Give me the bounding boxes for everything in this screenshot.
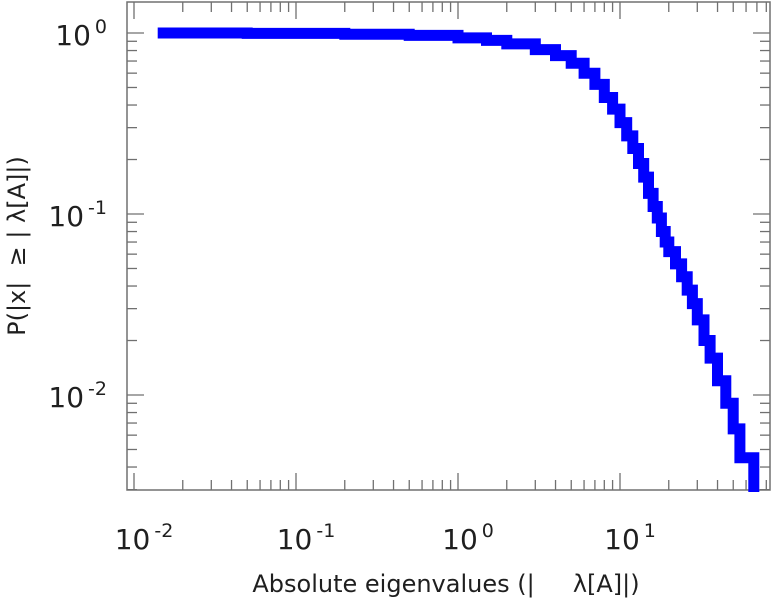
y-tick-label: 10 -2: [48, 378, 107, 414]
x-tick-label: 10 1: [604, 520, 656, 556]
series-line-0: [157, 27, 760, 492]
x-tick-label: 10 -1: [277, 520, 336, 556]
y-tick-label: 10 -1: [48, 197, 107, 233]
y-axis-label: P(|x| ≥ | λ[A]|): [3, 156, 31, 336]
x-tick-label: 10 -2: [115, 520, 174, 556]
x-tick-label: 10 0: [442, 520, 494, 556]
major-ticks: [127, 2, 770, 490]
x-tick-labels: 10 -2 10 -1 10 0 10 1: [115, 520, 656, 556]
x-axis-label: Absolute eigenvalues (| λ[A]|): [252, 570, 639, 598]
plot-frame: [126, 1, 771, 491]
y-tick-label: 10 0: [55, 16, 107, 52]
series-layer: [157, 27, 760, 492]
